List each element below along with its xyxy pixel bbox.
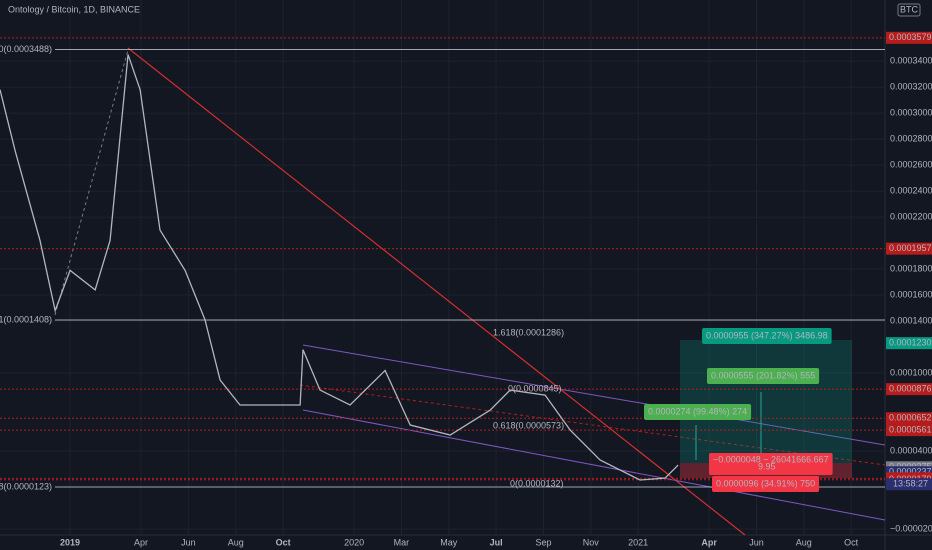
annotation: −0.0000048 ~ 26041666.667 bbox=[713, 454, 829, 464]
y-tick-label: 0.0000400 bbox=[890, 445, 932, 455]
price-badge-label: 0.0000237 bbox=[889, 467, 932, 477]
x-tick-label: Oct bbox=[276, 537, 291, 547]
price-badge-label: 0.0001230 bbox=[889, 338, 932, 348]
price-badge bbox=[886, 31, 932, 44]
x-tick-label: Apr bbox=[701, 537, 717, 547]
annotation-box bbox=[702, 328, 832, 344]
annotation: 0.0000555 (201.82%) 555 bbox=[711, 370, 815, 380]
annotation: 1.618(0.0001286) bbox=[493, 327, 564, 337]
trend-line bbox=[127, 47, 746, 536]
price-badge bbox=[886, 412, 932, 425]
x-tick-label: Aug bbox=[228, 537, 244, 547]
y-tick-label: 0.0001800 bbox=[890, 263, 932, 273]
annotation: 9.95 bbox=[758, 461, 776, 471]
y-tick-label: 0.0003400 bbox=[890, 55, 932, 65]
annotation-box bbox=[709, 453, 833, 475]
price-badge-label: 0.0000561 bbox=[889, 424, 932, 434]
annotation: 0.0000274 (99.48%) 274 bbox=[648, 406, 747, 416]
y-tick-label: 0.0002200 bbox=[890, 211, 932, 221]
x-tick-label: Jul bbox=[490, 537, 503, 547]
price-badge-label: 0.0000652 bbox=[889, 413, 932, 423]
annotation-box bbox=[707, 368, 820, 384]
fib-label: 1.618(0.0000123) bbox=[0, 481, 52, 491]
x-tick-label: Jun bbox=[749, 537, 764, 547]
price-badge-label: 0.0003579 bbox=[889, 32, 932, 42]
x-tick-label: Sep bbox=[535, 537, 551, 547]
chart-title: Ontology / Bitcoin, 1D, BINANCE bbox=[8, 4, 140, 14]
annotation-box bbox=[712, 476, 820, 492]
price-badge bbox=[886, 424, 932, 437]
y-tick-label: 0.0001600 bbox=[890, 289, 932, 299]
annotation: 0(0.0000132) bbox=[510, 478, 564, 488]
x-tick-label: 2021 bbox=[628, 537, 648, 547]
currency: BTC bbox=[900, 4, 919, 14]
x-tick-label: Oct bbox=[844, 537, 859, 547]
y-tick-label: 0.0003000 bbox=[890, 107, 932, 117]
channel-line bbox=[302, 409, 886, 521]
annotation-box bbox=[644, 404, 752, 420]
annotation: 0.0000955 (347.27%) 3486.98 bbox=[706, 330, 828, 340]
y-tick-label: 0.0002400 bbox=[890, 185, 932, 195]
x-tick-label: Jun bbox=[181, 537, 196, 547]
x-tick-label: Aug bbox=[796, 537, 812, 547]
price-badge bbox=[886, 242, 932, 255]
y-tick-label: 0.0002800 bbox=[890, 133, 932, 143]
price-line bbox=[0, 54, 679, 481]
x-tick-label: 2020 bbox=[344, 537, 364, 547]
annotation: 0.0000096 (34.91%) 750 bbox=[716, 478, 815, 488]
price-badge bbox=[886, 383, 932, 396]
price-badge-label: 0.0001957 bbox=[889, 243, 932, 253]
price-badge bbox=[886, 337, 932, 350]
channel-line bbox=[302, 344, 886, 446]
y-tick-label: 0.0002600 bbox=[890, 159, 932, 169]
x-tick-label: May bbox=[440, 537, 458, 547]
price-badge-label: 0.0000876 bbox=[889, 384, 932, 394]
y-tick-label: 0.0001000 bbox=[890, 367, 932, 377]
long-profit-zone bbox=[680, 340, 852, 463]
fib-connector bbox=[54, 49, 129, 316]
fib-label: 0(0.0003488) bbox=[0, 44, 52, 54]
y-tick-label: 0.0001400 bbox=[890, 315, 932, 325]
currency-badge bbox=[897, 3, 921, 17]
y-tick-label: −0.0000200 bbox=[890, 523, 932, 533]
y-tick-label: 0.0003200 bbox=[890, 81, 932, 91]
countdown-badge bbox=[886, 478, 932, 491]
x-tick-label: Nov bbox=[583, 537, 600, 547]
x-tick-label: 2019 bbox=[60, 537, 80, 547]
x-tick-label: Mar bbox=[394, 537, 410, 547]
x-tick-label: Apr bbox=[134, 537, 148, 547]
countdown: 13:58:27 bbox=[893, 479, 928, 489]
fib-label: 1(0.0001408) bbox=[0, 314, 52, 324]
annotation: 0.618(0.0000573) bbox=[493, 420, 564, 430]
annotation: 0(0.0000845) bbox=[508, 383, 562, 393]
